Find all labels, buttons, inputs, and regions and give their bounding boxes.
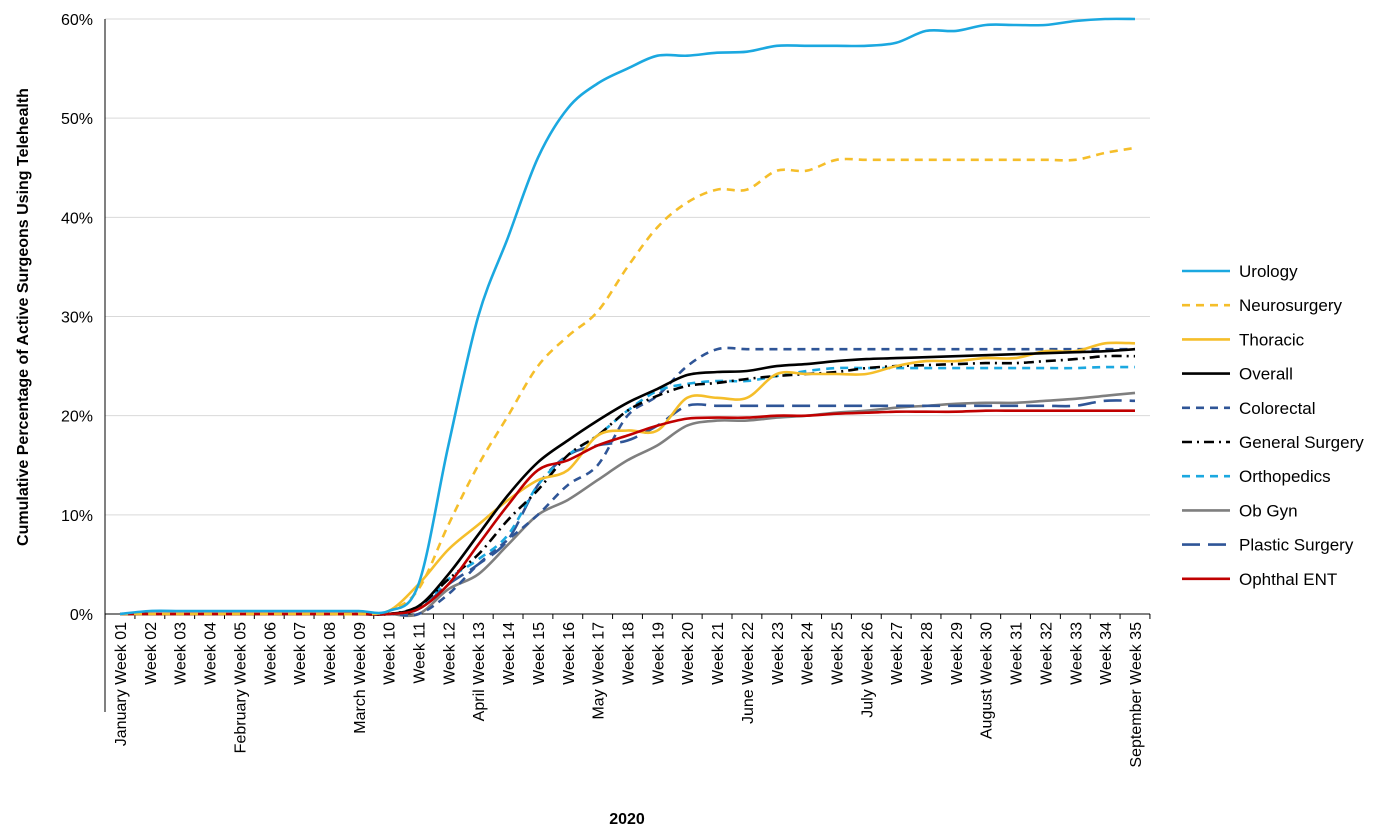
legend-label: Ob Gyn (1239, 501, 1298, 520)
legend-label: Colorectal (1239, 399, 1316, 418)
x-tick-label: Week 29 (949, 622, 966, 685)
x-tick-label: April Week 13 (471, 622, 488, 721)
series-line-general-surgery (119, 354, 1136, 616)
gridlines (105, 18, 1150, 516)
x-tick-label: March Week 09 (352, 622, 369, 734)
x-tick-label: Week 21 (710, 622, 727, 685)
series-line-urology (119, 17, 1136, 616)
legend-label: Plastic Surgery (1239, 536, 1354, 555)
y-tick-label: 40% (61, 210, 93, 227)
axes (104, 19, 1151, 712)
x-tick-label: Week 31 (1009, 622, 1026, 685)
x-tick-label: Week 28 (919, 622, 936, 685)
legend-label: Orthopedics (1239, 467, 1331, 486)
y-tick-label: 50% (61, 111, 93, 128)
x-tick-label: Week 18 (621, 622, 638, 685)
x-tick-label: Week 16 (561, 622, 578, 685)
series-line-colorectal (119, 346, 1135, 617)
x-tick-label: Week 32 (1038, 622, 1055, 685)
x-tick-label: Week 33 (1068, 622, 1085, 685)
x-tick-label: Week 23 (770, 622, 787, 685)
x-tick-label: Week 34 (1098, 622, 1115, 685)
x-tick-label: September Week 35 (1128, 622, 1145, 768)
y-tick-label: 20% (61, 409, 93, 426)
x-tick-label: Week 27 (889, 622, 906, 685)
x-tick-label: Week 20 (680, 622, 697, 685)
series-lines (119, 17, 1136, 618)
x-tick-label: June Week 22 (740, 622, 757, 724)
x-axis-title: 2020 (609, 811, 645, 828)
x-tick-label: May Week 17 (591, 622, 608, 720)
x-tick-label: Week 03 (173, 622, 190, 685)
legend-label: General Surgery (1239, 433, 1364, 452)
x-tick-label: Week 11 (412, 622, 429, 684)
x-tick-label: Week 07 (292, 622, 309, 685)
x-tick-label: Week 14 (501, 622, 518, 685)
legend-label: Urology (1239, 262, 1298, 281)
series-line-plastic-surgery (119, 399, 1136, 616)
y-tick-label: 60% (61, 12, 93, 29)
x-tick-label: Week 02 (143, 622, 160, 685)
y-tick-labels: 0% 10% 20% 30% 40% 50% 60% (61, 12, 93, 624)
y-tick-label: 10% (61, 508, 93, 525)
x-tick-label: January Week 01 (113, 622, 130, 746)
x-tick-label: August Week 30 (979, 622, 996, 739)
series-line-neurosurgery (119, 146, 1136, 616)
x-tick-label: Week 06 (262, 622, 279, 685)
x-tick-label: February Week 05 (232, 622, 249, 753)
legend-label: Ophthal ENT (1239, 570, 1337, 589)
y-tick-label: 30% (61, 310, 93, 327)
y-axis-title: Cumulative Percentage of Active Surgeons… (15, 88, 32, 546)
x-tick-label: Week 25 (829, 622, 846, 685)
series-line-thoracic (119, 341, 1136, 616)
x-tick-label: Week 12 (441, 622, 458, 685)
series-line-overall (119, 347, 1136, 616)
legend-label: Thoracic (1239, 330, 1305, 349)
x-tick-label: July Week 26 (859, 622, 876, 718)
x-tick-label: Week 15 (531, 622, 548, 685)
x-tick-label: Week 19 (650, 622, 667, 685)
x-tick-label: Week 04 (203, 622, 220, 685)
x-tick-label: Week 10 (382, 622, 399, 685)
y-tick-label: 0% (70, 607, 93, 624)
legend-label: Overall (1239, 365, 1293, 384)
series-line-ob-gyn (119, 391, 1136, 618)
legend-label: Neurosurgery (1239, 296, 1342, 315)
x-tick-label: Week 24 (800, 622, 817, 685)
x-tick-label: Week 08 (322, 622, 339, 685)
x-tick-labels: January Week 01 Week 02 Week 03 Week 04 Febr… (113, 622, 1145, 768)
legend: Urology Neurosurgery Thoracic Overall Colore… (1182, 262, 1364, 589)
